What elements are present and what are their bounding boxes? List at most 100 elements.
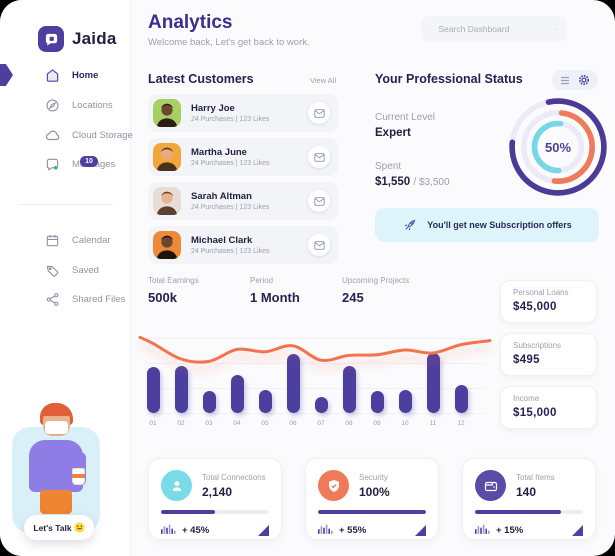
chart-x-label: 11 [429, 420, 437, 427]
tag-icon [44, 262, 61, 279]
sidebar-item-saved[interactable]: Saved [0, 258, 131, 282]
search-input[interactable] [438, 24, 550, 34]
chart-x-label: 08 [345, 420, 353, 427]
professional-status-title: Your Professional Status [375, 72, 523, 86]
list-icon[interactable] [560, 76, 570, 85]
chart-bar [342, 366, 356, 413]
chart-bar [258, 389, 272, 413]
sidebar-item-locations[interactable]: Locations [0, 93, 131, 117]
customer-info: Michael Clark 24 Purchases | 123 Likes [191, 235, 308, 255]
spent-total: / $3,500 [413, 177, 450, 188]
finance-card: Personal Loans $45,000 [500, 280, 597, 323]
message-customer-button[interactable] [308, 146, 330, 168]
wallet-icon [475, 470, 506, 501]
rocket-icon [404, 219, 416, 230]
customer-meta: 24 Purchases | 123 Likes [191, 248, 270, 255]
message-customer-button[interactable] [308, 102, 330, 124]
customer-avatar [153, 99, 181, 127]
chart-gridline [146, 388, 484, 389]
message-customer-button[interactable] [308, 190, 330, 212]
customer-row[interactable]: Martha June 24 Purchases | 123 Likes [148, 138, 338, 176]
current-level-value: Expert [375, 127, 411, 139]
chart-x-label: 10 [401, 420, 409, 427]
chart-x-label: 03 [205, 420, 213, 427]
mascot-mask [45, 421, 68, 434]
chart-x-label: 12 [457, 420, 465, 427]
filter-sliders-icon[interactable] [556, 23, 558, 35]
chart-bar [286, 354, 300, 413]
customer-avatar [153, 143, 181, 171]
kpi-card-value: 140 [516, 484, 537, 499]
coffee-cup-band [72, 474, 85, 478]
customer-info: Sarah Altman 24 Purchases | 123 Likes [191, 191, 308, 211]
sidebar-item-cloud-storage[interactable]: Cloud Storage [0, 123, 133, 147]
kpi-delta: + 15% [496, 524, 524, 536]
sidebar-item-home[interactable]: Home [0, 63, 131, 87]
chart-bar [370, 390, 384, 413]
chart-bar [146, 367, 160, 413]
sidebar-item-calendar[interactable]: Calendar [0, 228, 131, 252]
lets-talk-button[interactable]: Let's Talk [24, 515, 94, 540]
growth-triangle-icon [415, 524, 426, 536]
kpi-card-text: Security 100% [359, 473, 390, 499]
mini-stat-label: Upcoming Projects [342, 276, 410, 285]
kpi-card-label: Security [359, 472, 388, 482]
mini-bars-icon [318, 521, 334, 539]
chart-gridline [146, 338, 484, 339]
finance-card: Income $15,000 [500, 386, 597, 429]
mini-stat-label: Total Earnings [148, 276, 199, 285]
shield-icon [318, 470, 349, 501]
view-all-link[interactable]: View All [310, 76, 337, 85]
kpi-card: Total Connections 2,140 + 45% [148, 458, 282, 540]
chart-x-label: 04 [233, 420, 241, 427]
chart-bar [454, 385, 468, 413]
chart-gridline [146, 413, 484, 414]
kpi-card-header: Security 100% [318, 470, 426, 501]
mini-bars-icon [161, 521, 177, 539]
gauge-rings [509, 98, 607, 196]
finance-card-value: $45,000 [513, 301, 557, 313]
sidebar-item-messages[interactable]: Messages10 [0, 152, 131, 176]
gauge-ring-middle [521, 110, 595, 184]
kpi-card-text: Total Items 140 [516, 473, 555, 499]
page-subtitle: Welcome back, Let's get back to work. [148, 37, 310, 48]
customer-row[interactable]: Michael Clark 24 Purchases | 123 Likes [148, 226, 338, 264]
mini-bars-icon [475, 521, 491, 539]
chart-bar [398, 390, 412, 413]
search-icon [430, 28, 432, 30]
chart-x-label: 07 [317, 420, 325, 427]
message-customer-button[interactable] [308, 234, 330, 256]
kpi-card-header: Total Connections 2,140 [161, 470, 269, 501]
gauge-ring-outer [509, 98, 607, 196]
customer-name: Harry Joe [191, 103, 235, 114]
customer-row[interactable]: Harry Joe 24 Purchases | 123 Likes [148, 94, 338, 132]
sidebar-item-label: Saved [72, 264, 99, 276]
finance-card-label: Income [513, 394, 540, 403]
kpi-progress-track [475, 510, 583, 514]
sidebar-item-label: Shared Files [72, 293, 126, 305]
chart-x-label: 06 [289, 420, 297, 427]
app-logo: Jaida [38, 26, 116, 52]
growth-triangle-icon [572, 524, 583, 536]
customer-avatar [153, 187, 181, 215]
customer-name: Sarah Altman [191, 191, 252, 202]
spent-label: Spent [375, 161, 402, 172]
kpi-card-label: Total Connections [202, 472, 266, 482]
customer-avatar [153, 231, 181, 259]
customer-row[interactable]: Sarah Altman 24 Purchases | 123 Likes [148, 182, 338, 220]
kpi-progress-fill [475, 510, 562, 514]
customer-meta: 24 Purchases | 123 Likes [191, 116, 270, 123]
logo-icon [38, 26, 64, 52]
progress-gauge: 50% [507, 96, 609, 198]
mini-stat-label: Period [250, 276, 274, 285]
gear-icon[interactable] [578, 74, 590, 86]
messages-icon [44, 156, 61, 173]
chart-bar [202, 390, 216, 413]
mini-stat: Period 1 Month [250, 276, 300, 305]
kpi-progress-fill [318, 510, 426, 514]
chart-bar [174, 366, 188, 413]
sidebar-item-shared-files[interactable]: Shared Files [0, 287, 131, 311]
home-icon [44, 67, 61, 84]
sidebar-divider [18, 204, 113, 205]
